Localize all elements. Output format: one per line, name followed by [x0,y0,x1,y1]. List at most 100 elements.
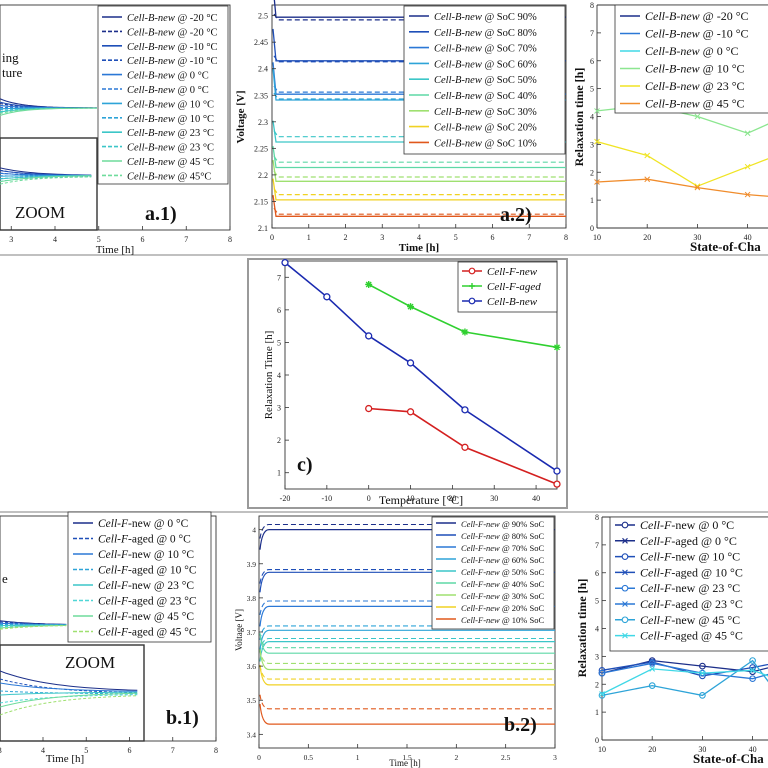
legend-prefix: Cell-B-new @ [434,138,497,149]
series-line [596,178,768,197]
y-axis-label: Relaxation time [h] [575,579,589,678]
legend-suffix: SoC 20% [497,123,537,134]
y-tick-label: 4 [252,526,256,535]
legend-suffix: SoC 40% [497,91,537,102]
legend-prefix: Cell-F-new @ [461,519,512,529]
series-line [284,261,558,472]
data-point [594,108,600,114]
data-point [553,480,561,488]
series-line [259,649,555,671]
y-tick-label: 1 [277,469,281,478]
legend-suffix: 23 °C [190,128,214,139]
legend-prefix: Cell-B-new @ [645,27,717,41]
chart-b2: 3.4 3.5 3.6 3.7 3.8 3.9 4 0 0.5 1 1.5 2 2.5 3 Time [h]… [234,515,557,768]
x-axis-label: Temperature [°C] [379,493,463,507]
data-point [648,659,656,667]
legend-prefix: Cell-F- [98,565,132,577]
legend-label: Cell-F-new [487,266,538,278]
legend-prefix: Cell-B-new @ [434,107,497,118]
legend: Cell-F-new Cell-F-aged Cell-B-new [457,261,558,313]
legend-suffix: aged @ 45 °C [675,629,743,643]
legend-prefix: Cell-B-new @ [434,75,497,86]
legend-label: Cell-B-new @ 45 °C [645,97,745,111]
legend-label: Cell-B-new @ SoC 80% [434,28,537,39]
legend-label: Cell-B-new @ 10 °C [127,99,214,110]
legend-suffix: new @ 10 °C [675,550,740,564]
legend-prefix: Cell-B-new @ [127,27,190,38]
data-point [281,258,289,267]
series-line [601,659,768,697]
series-line-dashed [273,207,566,215]
data-point [365,280,373,288]
zoom-series-line [0,670,138,691]
legend-prefix: Cell-B-new @ [645,9,717,23]
data-point [744,191,751,198]
x-tick-label: 0 [367,494,371,503]
x-tick-label: 40 [749,745,757,754]
series-line-dashed [259,694,555,710]
x-tick-label: 2 [454,753,458,762]
series-line [259,571,555,593]
y-axis-label: Relaxation Time [h] [263,331,275,420]
y-tick-label: 7 [595,541,599,550]
x-tick-label: 6 [141,235,145,244]
x-tick-label: 10 [407,494,415,503]
x-tick-label: 5 [97,235,101,244]
zoom-inset: ZOOM [0,137,98,231]
series-line [601,659,768,674]
legend-label: Cell-F-aged @ 10 °C [98,565,197,577]
legend-prefix: Cell-F- [640,597,675,611]
legend-prefix: Cell-F- [640,534,675,548]
data-point [644,176,651,183]
y-tick-label: 3.9 [247,560,257,569]
legend-suffix: 45 °C [717,97,745,111]
legend-prefix: Cell-F- [98,611,132,623]
data-point [461,443,469,451]
legend-label: Cell-B-new @ 0 °C [127,85,209,96]
data-point [749,675,756,683]
panel-label: b.2) [504,714,537,736]
data-point [594,138,600,145]
legend-suffix: aged @ 0 °C [132,534,191,546]
legend-label: Cell-B-new @ 23 °C [127,128,214,139]
legend-suffix: SoC 70% [497,44,537,55]
y-tick-label: 5 [277,338,281,347]
y-tick-label: 6 [277,306,281,315]
legend-suffix: 23 °C [190,143,214,154]
legend-suffix: 40% SoC [512,579,545,589]
legend-suffix: 0 °C [190,71,209,82]
legend-marker [622,569,628,576]
legend-suffix: -20 °C [717,9,749,23]
y-tick-label: 2.35 [254,91,268,100]
data-point [699,670,706,676]
series-line [601,668,768,695]
legend-prefix: Cell-B-new @ [434,59,497,70]
legend: Cell-B-new @ SoC 90%Cell-B-new @ SoC 80%… [403,5,566,155]
series-line-dashed [259,600,555,616]
y-tick-label: 2 [595,680,599,689]
legend-label: Cell-B-new @ 45°C [127,171,211,182]
legend-prefix: Cell-B-new @ [127,114,190,125]
series-line-dashed [259,569,555,584]
series-line-dashed [259,649,555,664]
zoom-series-line [0,175,92,183]
y-tick-label: 7 [590,29,594,38]
x-axis-label: Time [h] [389,758,420,768]
legend-suffix: SoC 30% [497,107,537,118]
zoom-series-line [0,690,138,695]
y-tick-label: 8 [595,513,599,522]
y-tick-label: 5 [595,597,599,606]
legend-label: Cell-B-new @ SoC 60% [434,59,537,70]
y-tick-label: 2.3 [258,118,268,127]
legend-prefix: Cell-F-new @ [461,591,512,601]
y-tick-label: 2 [590,168,594,177]
y-tick-label: 3.6 [247,662,257,671]
legend-suffix: new @ 0 °C [675,518,734,532]
y-tick-label: 5 [590,85,594,94]
legend-prefix: Cell-F-new @ [461,555,512,565]
x-tick-label: 7 [184,235,188,244]
x-tick-label: 20 [643,233,651,242]
